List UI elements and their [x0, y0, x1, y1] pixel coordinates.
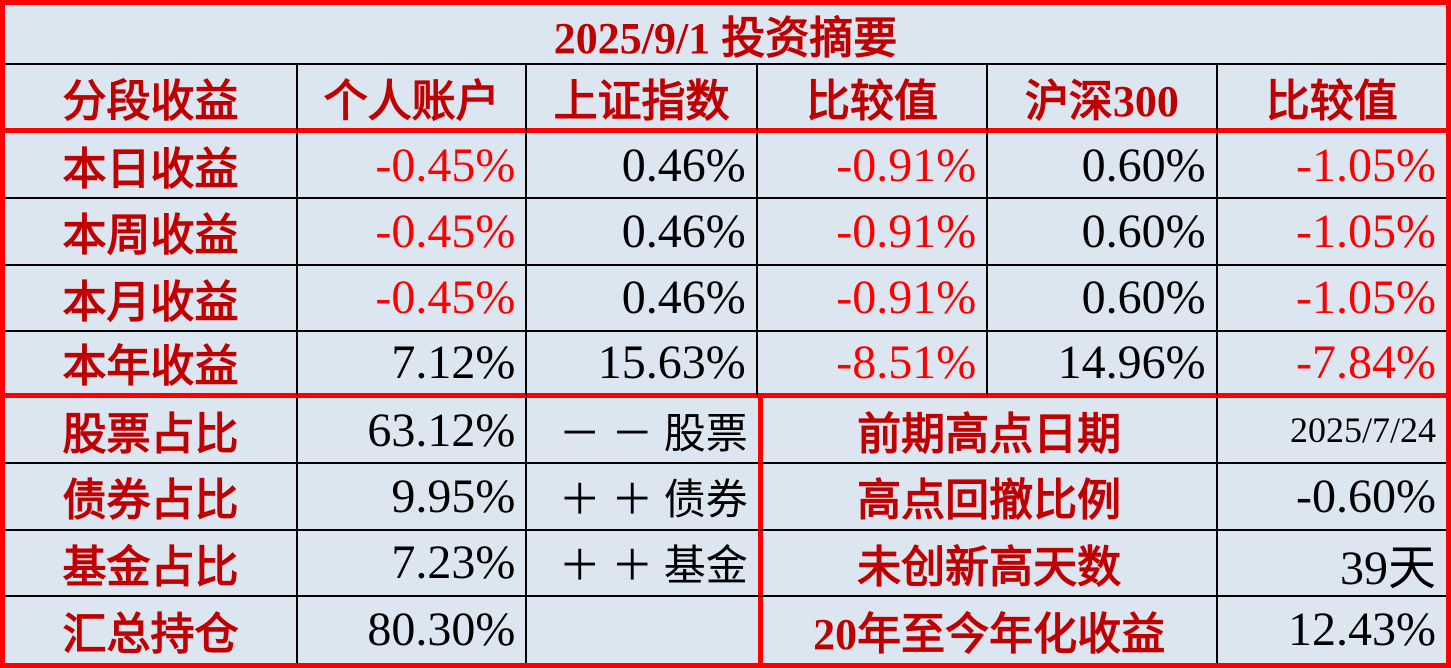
stat-label-days-since-high: 未创新高天数 [757, 530, 1218, 597]
row-label-monthly-return: 本月收益 [5, 265, 298, 332]
cell-bond-weight: 9.95% [297, 464, 528, 531]
row-label-fund-weight: 基金占比 [5, 530, 298, 597]
cell-empty [527, 597, 757, 663]
row-label-daily-return: 本日收益 [5, 133, 298, 200]
table-grid: 2025/9/1 投资摘要 分段收益 个人账户 上证指数 比较值 沪深300 比… [5, 5, 1446, 663]
stat-value-prev-high-date: 2025/7/24 [1217, 398, 1446, 465]
cell-monthly-personal: -0.45% [297, 265, 528, 332]
table-title: 2025/9/1 投资摘要 [5, 5, 1446, 65]
stat-value-drawdown: -0.60% [1217, 464, 1446, 531]
cell-fund-weight: 7.23% [297, 530, 528, 597]
cell-daily-personal: -0.45% [297, 133, 528, 200]
row-label-bond-weight: 债券占比 [5, 464, 298, 531]
cell-ytd-compare-1: -8.51% [757, 331, 989, 398]
col-header-csi300: 沪深300 [988, 65, 1218, 133]
col-header-segment: 分段收益 [5, 65, 298, 133]
cell-stock-weight: 63.12% [297, 398, 528, 465]
cell-weekly-personal: -0.45% [297, 199, 528, 266]
cell-monthly-compare-2: -1.05% [1217, 266, 1446, 332]
col-header-sse-index: 上证指数 [527, 65, 758, 133]
cell-daily-csi300: 0.60% [988, 133, 1218, 200]
col-header-personal-account: 个人账户 [297, 65, 528, 133]
cell-daily-compare-1: -0.91% [757, 133, 989, 200]
cell-daily-compare-2: -1.05% [1217, 133, 1446, 200]
cell-monthly-compare-1: -0.91% [757, 265, 989, 332]
stat-label-drawdown: 高点回撤比例 [757, 464, 1218, 531]
cell-ytd-personal: 7.12% [297, 331, 528, 398]
cell-bond-trend-tag: ＋ ＋ 债券 [527, 464, 758, 531]
row-label-ytd-return: 本年收益 [5, 331, 298, 398]
stat-label-annualized-return: 20年至今年化收益 [757, 596, 1218, 663]
cell-total-position: 80.30% [298, 596, 528, 663]
cell-weekly-sse: 0.46% [527, 199, 758, 266]
col-header-compare-2: 比较值 [1217, 65, 1446, 133]
cell-ytd-csi300: 14.96% [988, 331, 1218, 398]
cell-weekly-csi300: 0.60% [988, 199, 1218, 266]
cell-fund-trend-tag: ＋ ＋ 基金 [527, 531, 758, 597]
stat-label-prev-high-date: 前期高点日期 [757, 398, 1218, 465]
cell-daily-sse: 0.46% [527, 133, 758, 200]
cell-weekly-compare-2: -1.05% [1217, 199, 1446, 266]
cell-monthly-csi300: 0.60% [988, 265, 1218, 332]
cell-stock-trend-tag: － － 股票 [527, 398, 758, 465]
cell-monthly-sse: 0.46% [527, 265, 758, 332]
row-label-total-position: 汇总持仓 [5, 596, 298, 663]
cell-ytd-sse: 15.63% [527, 331, 758, 398]
row-label-weekly-return: 本周收益 [5, 199, 298, 266]
cell-weekly-compare-1: -0.91% [757, 199, 989, 266]
row-label-stock-weight: 股票占比 [5, 398, 298, 465]
stat-value-annualized-return: 12.43% [1288, 603, 1436, 657]
col-header-compare-1: 比较值 [757, 65, 989, 133]
cell-ytd-compare-2: -7.84% [1217, 332, 1446, 398]
stat-value-days-since-high: 39天 [1217, 531, 1446, 597]
